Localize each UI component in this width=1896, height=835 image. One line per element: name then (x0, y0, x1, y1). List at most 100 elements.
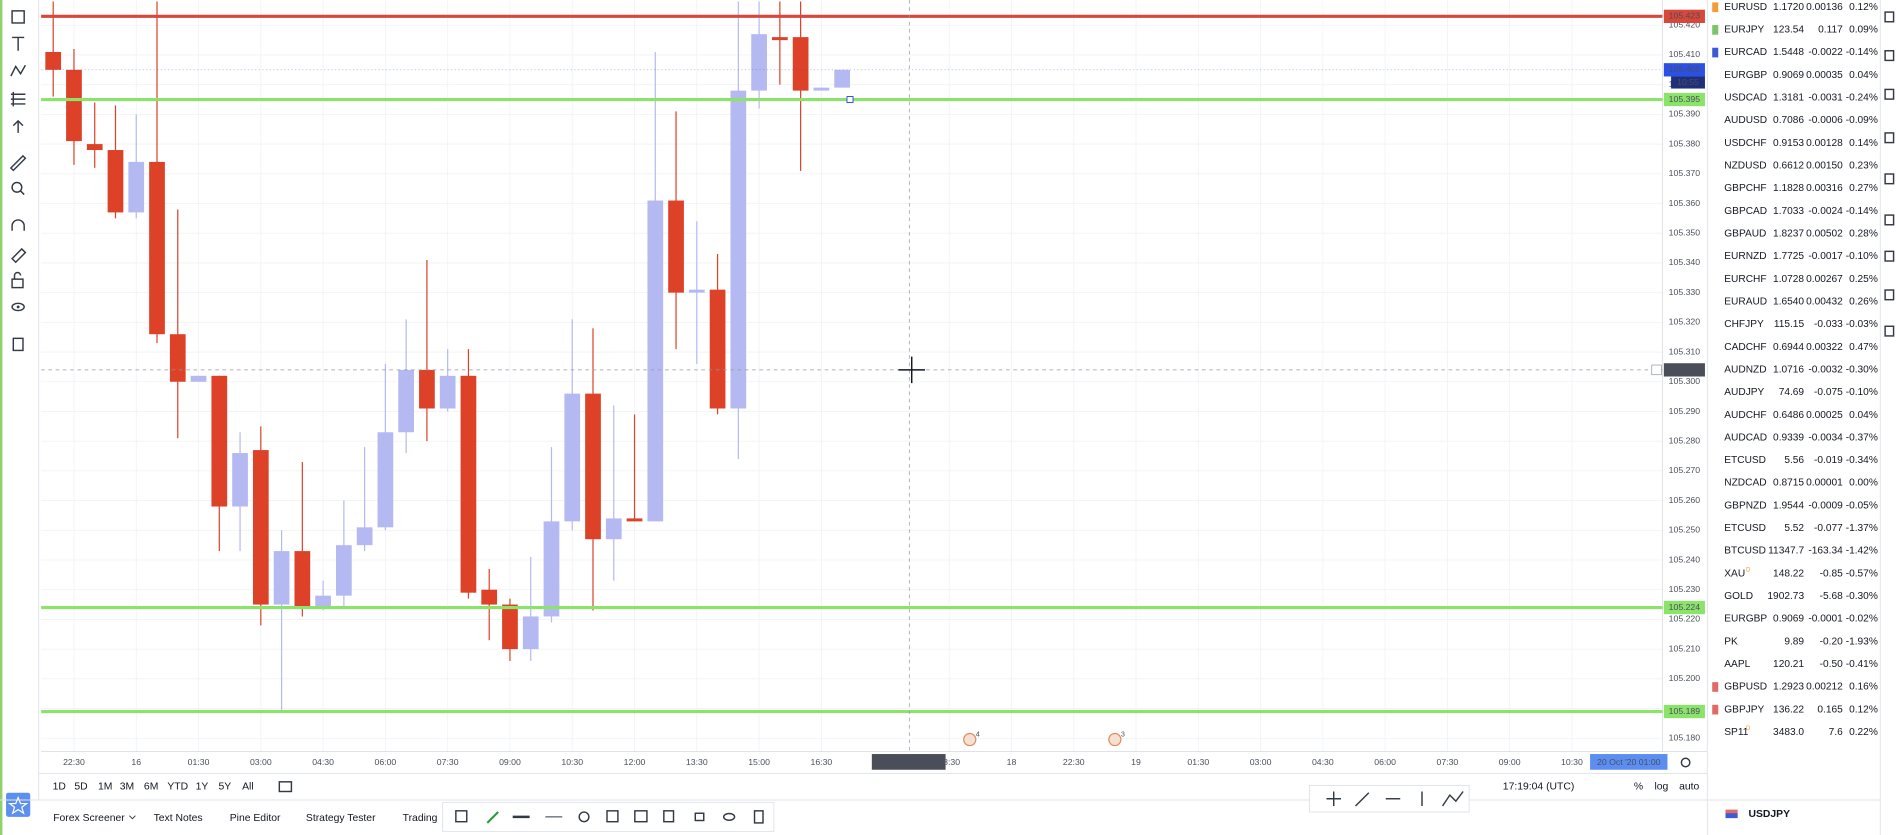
row-symbol[interactable]: XAU (1724, 568, 1745, 579)
row-flag (1712, 682, 1719, 692)
row-symbol[interactable]: AUDJPY (1724, 387, 1764, 398)
row-symbol[interactable]: CHFJPY (1724, 319, 1764, 330)
range-button[interactable]: 5D (74, 781, 87, 792)
row-last: 1.7033 (1773, 206, 1804, 217)
tool-trash[interactable] (12, 337, 24, 352)
row-symbol[interactable]: GOLD (1724, 591, 1753, 602)
visibility-button[interactable] (663, 810, 675, 823)
color-button[interactable] (486, 811, 499, 824)
left-edge (0, 0, 3, 835)
crosshair-price-label: 105.304 (1671, 364, 1703, 374)
row-symbol[interactable]: USDCAD (1724, 93, 1767, 104)
row-symbol[interactable]: GBPUSD (1724, 682, 1767, 693)
row-symbol[interactable]: NZDUSD (1724, 161, 1766, 172)
trend-tool[interactable] (1354, 792, 1370, 807)
footer-symbol[interactable]: USDJPY (1748, 809, 1790, 820)
tool-fib[interactable] (10, 91, 26, 107)
row-symbol[interactable]: AUDUSD (1724, 115, 1767, 126)
row-symbol[interactable]: ETCUSD (1724, 523, 1766, 534)
tool-arrow[interactable] (12, 119, 24, 133)
row-symbol[interactable]: BTCUSD (1724, 546, 1766, 557)
y-tick-label: 105.280 (1669, 435, 1701, 445)
row-symbol[interactable]: EURCHF (1724, 274, 1766, 285)
y-tick-label: 105.340 (1669, 257, 1701, 267)
tool-crosshair[interactable] (11, 10, 25, 24)
tool-zoom[interactable] (11, 181, 25, 196)
row-symbol[interactable]: AAPL (1724, 659, 1750, 670)
tab-dropdown[interactable] (129, 815, 136, 820)
row-symbol[interactable]: AUDCAD (1724, 432, 1767, 443)
settings-button[interactable] (1680, 757, 1691, 768)
tool-magnet[interactable] (11, 219, 25, 231)
tool-pattern[interactable] (10, 64, 27, 77)
row-last: 74.69 (1779, 387, 1805, 398)
tab[interactable]: Trading (403, 813, 438, 824)
row-symbol[interactable]: ETCUSD (1724, 455, 1766, 466)
range-button[interactable]: 6M (144, 781, 158, 792)
row-symbol[interactable]: AUDCHF (1724, 410, 1766, 421)
tool-drawing-mode[interactable] (11, 247, 27, 264)
row-symbol[interactable]: CADCHF (1724, 342, 1766, 353)
goto-date-button[interactable] (278, 781, 293, 793)
tool-text[interactable] (12, 36, 25, 51)
range-button[interactable]: 1D (53, 781, 66, 792)
row-symbol[interactable]: AUDNZD (1724, 364, 1766, 375)
scale-button[interactable]: log (1654, 781, 1668, 792)
scale-button[interactable]: % (1634, 781, 1643, 792)
tab[interactable]: Text Notes (154, 813, 203, 824)
row-percent: 0.09% (1849, 25, 1878, 36)
x-tick-label: 09:00 (1499, 757, 1521, 767)
row-symbol[interactable]: USDCHF (1724, 138, 1766, 149)
candle-body (709, 289, 726, 409)
tool-lock[interactable] (11, 271, 24, 289)
row-symbol[interactable]: SP11 (1724, 727, 1748, 738)
row-symbol[interactable]: EURGBP (1724, 614, 1767, 625)
range-button[interactable]: YTD (167, 781, 188, 792)
row-symbol[interactable]: EURCAD (1724, 47, 1767, 58)
row-symbol[interactable]: GBPCAD (1724, 206, 1767, 217)
x-tick-label: 16 (131, 757, 141, 767)
brush-tool[interactable] (1441, 791, 1464, 807)
row-flag (1712, 704, 1719, 715)
row-symbol[interactable]: EURJPY (1724, 25, 1764, 36)
row-symbol[interactable]: EURNZD (1724, 251, 1766, 262)
tab[interactable]: Forex Screener (53, 813, 125, 824)
crosshair-time-label: 16 Oct '20 18:30 (877, 757, 941, 767)
row-symbol[interactable]: GBPNZD (1724, 500, 1766, 511)
fill-button[interactable] (455, 810, 468, 823)
scale-button[interactable]: auto (1679, 781, 1699, 792)
row-symbol[interactable]: NZDCAD (1724, 478, 1766, 489)
row-symbol[interactable]: EURGBP (1724, 70, 1767, 81)
candle-body (813, 87, 830, 91)
range-button[interactable]: 1M (98, 781, 112, 792)
template-button[interactable] (634, 810, 648, 823)
row-symbol[interactable]: GBPJPY (1724, 704, 1764, 715)
event-marker[interactable] (1108, 732, 1122, 747)
range-button[interactable]: 5Y (219, 781, 232, 792)
delete-button[interactable] (753, 810, 764, 824)
crosshair-plus[interactable] (1651, 364, 1662, 376)
lock-button[interactable] (694, 812, 705, 822)
row-symbol[interactable]: EURUSD (1724, 2, 1767, 13)
settings-button[interactable] (578, 811, 590, 823)
cross-tool[interactable] (1326, 791, 1341, 806)
event-marker[interactable] (963, 732, 977, 747)
row-symbol[interactable]: EURAUD (1724, 296, 1767, 307)
alert-handle[interactable] (846, 96, 854, 104)
hide-button[interactable] (722, 812, 736, 821)
favorites-button[interactable] (6, 792, 31, 817)
row-last: 3483.0 (1773, 727, 1804, 738)
range-button[interactable]: 1Y (196, 781, 209, 792)
range-button[interactable]: All (242, 781, 254, 792)
row-change: 0.165 (1817, 704, 1843, 715)
row-symbol[interactable]: GBPAUD (1724, 229, 1766, 240)
tool-visibility[interactable] (11, 302, 25, 312)
tab[interactable]: Pine Editor (230, 813, 281, 824)
alert-button[interactable] (606, 810, 619, 823)
tab[interactable]: Strategy Tester (306, 813, 376, 824)
row-symbol[interactable]: PK (1724, 636, 1738, 647)
tool-ruler[interactable] (9, 154, 27, 172)
range-button[interactable]: 3M (120, 781, 134, 792)
row-symbol[interactable]: GBPCHF (1724, 183, 1766, 194)
strip-icons[interactable] (1884, 11, 1895, 337)
